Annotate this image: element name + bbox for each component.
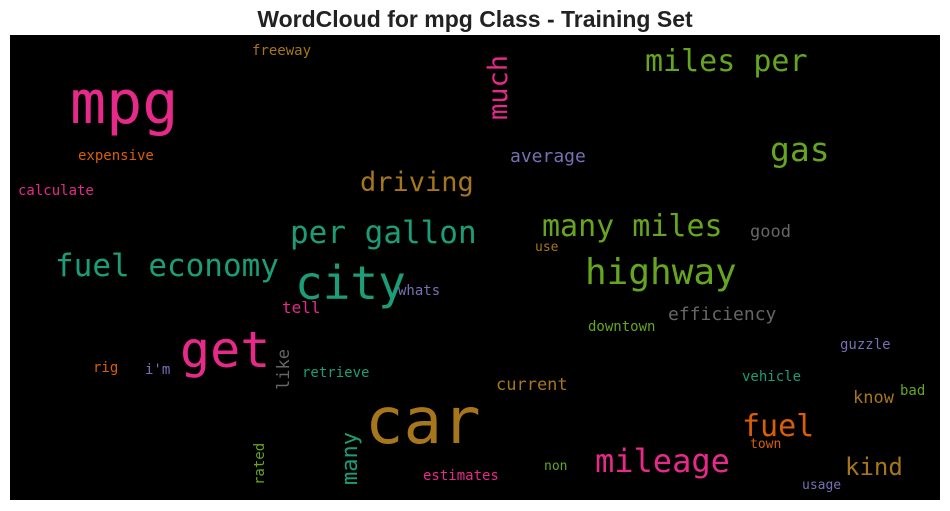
word-town: town xyxy=(750,437,782,452)
word-miles-per: miles per xyxy=(645,44,808,79)
chart-title: WordCloud for mpg Class - Training Set xyxy=(257,6,693,32)
word-kind: kind xyxy=(845,453,903,481)
word-mpg: mpg xyxy=(70,68,179,138)
word-use: use xyxy=(535,240,559,255)
word-retrieve: retrieve xyxy=(302,365,370,381)
word-per-gallon: per gallon xyxy=(290,215,477,251)
word-like: like xyxy=(274,349,294,390)
word-many: many xyxy=(338,432,363,485)
word-estimates: estimates xyxy=(423,468,499,484)
word-fuel: fuel xyxy=(742,409,815,444)
word-get: get xyxy=(180,321,271,379)
word-gas: gas xyxy=(770,130,830,169)
word-city: city xyxy=(295,256,406,310)
word-downtown: downtown xyxy=(588,319,656,335)
word-rated: rated xyxy=(252,442,268,485)
word-driving: driving xyxy=(360,167,474,198)
word-vehicle: vehicle xyxy=(742,369,802,385)
word-good: good xyxy=(750,222,791,242)
word-highway: highway xyxy=(585,252,737,293)
word-much: much xyxy=(483,54,514,120)
word-calculate: calculate xyxy=(18,183,94,199)
word-i-m: i'm xyxy=(145,362,171,378)
word-mileage: mileage xyxy=(595,442,730,480)
word-freeway: freeway xyxy=(252,43,312,59)
word-cloud: mpg car get city highway mileage fuel economy p… xyxy=(10,35,940,500)
word-fuel-economy: fuel economy xyxy=(55,248,279,284)
word-bad: bad xyxy=(900,383,926,399)
word-current: current xyxy=(496,375,568,395)
word-non: non xyxy=(544,459,568,474)
word-whats: whats xyxy=(398,283,441,299)
word-rig: rig xyxy=(93,360,119,376)
word-average: average xyxy=(510,146,586,167)
word-guzzle: guzzle xyxy=(840,337,891,353)
word-usage: usage xyxy=(802,478,842,493)
word-tell: tell xyxy=(282,298,321,317)
word-many-miles: many miles xyxy=(542,209,723,244)
word-efficiency: efficiency xyxy=(668,304,777,325)
word-know: know xyxy=(853,388,894,408)
word-car: car xyxy=(365,385,481,459)
word-expensive: expensive xyxy=(78,148,154,164)
